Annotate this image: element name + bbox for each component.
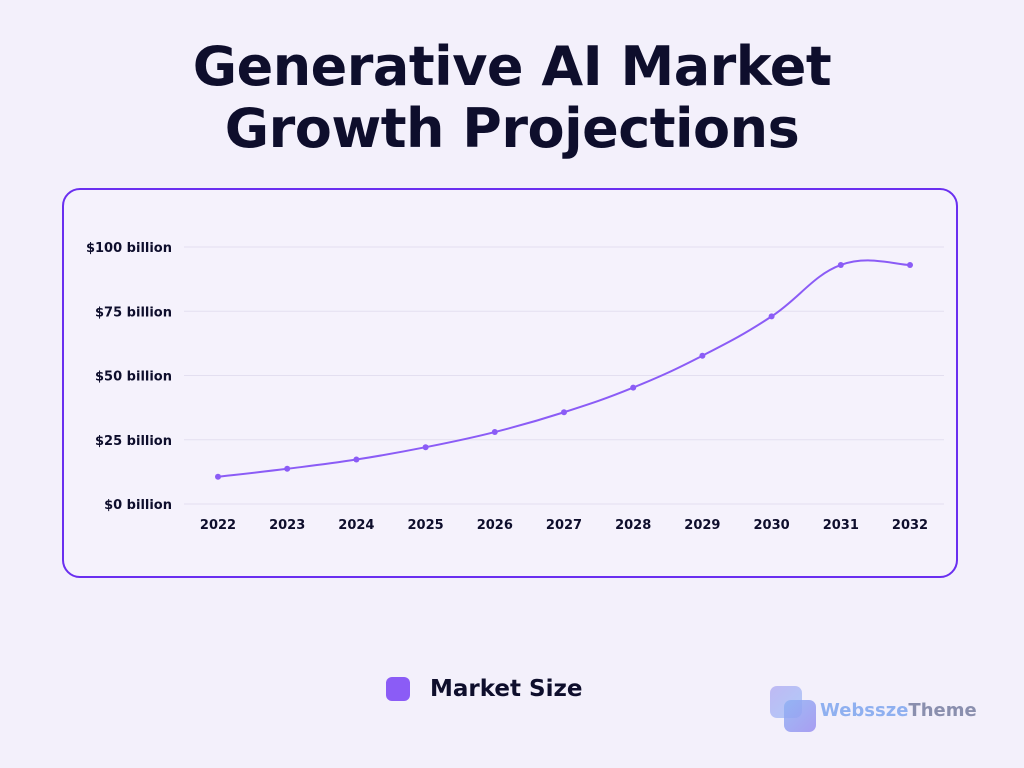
y-axis-tick-labels: $0 billion $25 billion $50 billion $75 bill… (86, 241, 172, 513)
series-points (215, 261, 913, 480)
brand-watermark: WebsszeTheme (770, 686, 977, 734)
x-tick-label: 2022 (200, 518, 236, 533)
brand-name-part-1: Webssze (820, 699, 909, 721)
x-tick-label: 2032 (892, 518, 928, 533)
brand-name: WebsszeTheme (820, 700, 977, 721)
data-point (491, 429, 498, 436)
data-point (630, 384, 637, 391)
chart-card: $0 billion $25 billion $50 billion $75 bill… (62, 188, 958, 578)
y-tick-label: $25 billion (95, 434, 172, 449)
data-point (768, 313, 775, 320)
chart-title-line-1: Generative AI Market (192, 35, 832, 98)
y-tick-label: $100 billion (86, 241, 172, 256)
data-point (907, 261, 913, 268)
data-point (422, 444, 429, 451)
brand-logo-icon (770, 686, 818, 734)
gridlines (184, 246, 944, 505)
brand-name-part-2: Theme (908, 699, 977, 721)
series-line (217, 259, 911, 478)
y-tick-label: $0 billion (104, 498, 172, 513)
data-point (215, 473, 221, 480)
x-tick-label: 2028 (615, 518, 651, 533)
line-chart: $0 billion $25 billion $50 billion $75 bill… (86, 241, 944, 533)
data-point (837, 261, 844, 268)
x-tick-label: 2026 (477, 518, 513, 533)
chart-title-line-2: Growth Projections (224, 97, 800, 160)
x-tick-label: 2023 (269, 518, 305, 533)
x-tick-label: 2029 (684, 518, 720, 533)
chart-title: Generative AI Market Growth Projections (0, 36, 1024, 160)
legend-label-market-size: Market Size (430, 676, 583, 702)
data-point (561, 409, 567, 416)
series-lines (217, 259, 911, 478)
data-point (699, 352, 706, 359)
x-tick-label: 2027 (546, 518, 582, 533)
legend-swatch-market-size (386, 677, 410, 701)
data-point (284, 465, 291, 472)
x-axis-tick-labels: 2022 2023 2024 2025 2026 2027 2028 2029 2030 2031… (200, 518, 928, 533)
x-tick-label: 2031 (823, 518, 859, 533)
x-tick-label: 2025 (408, 518, 444, 533)
y-tick-label: $50 billion (95, 370, 172, 385)
x-tick-label: 2030 (754, 518, 790, 533)
data-point (353, 456, 360, 463)
x-tick-label: 2024 (338, 518, 374, 533)
y-tick-label: $75 billion (95, 305, 172, 320)
legend: Market Size (386, 674, 582, 704)
